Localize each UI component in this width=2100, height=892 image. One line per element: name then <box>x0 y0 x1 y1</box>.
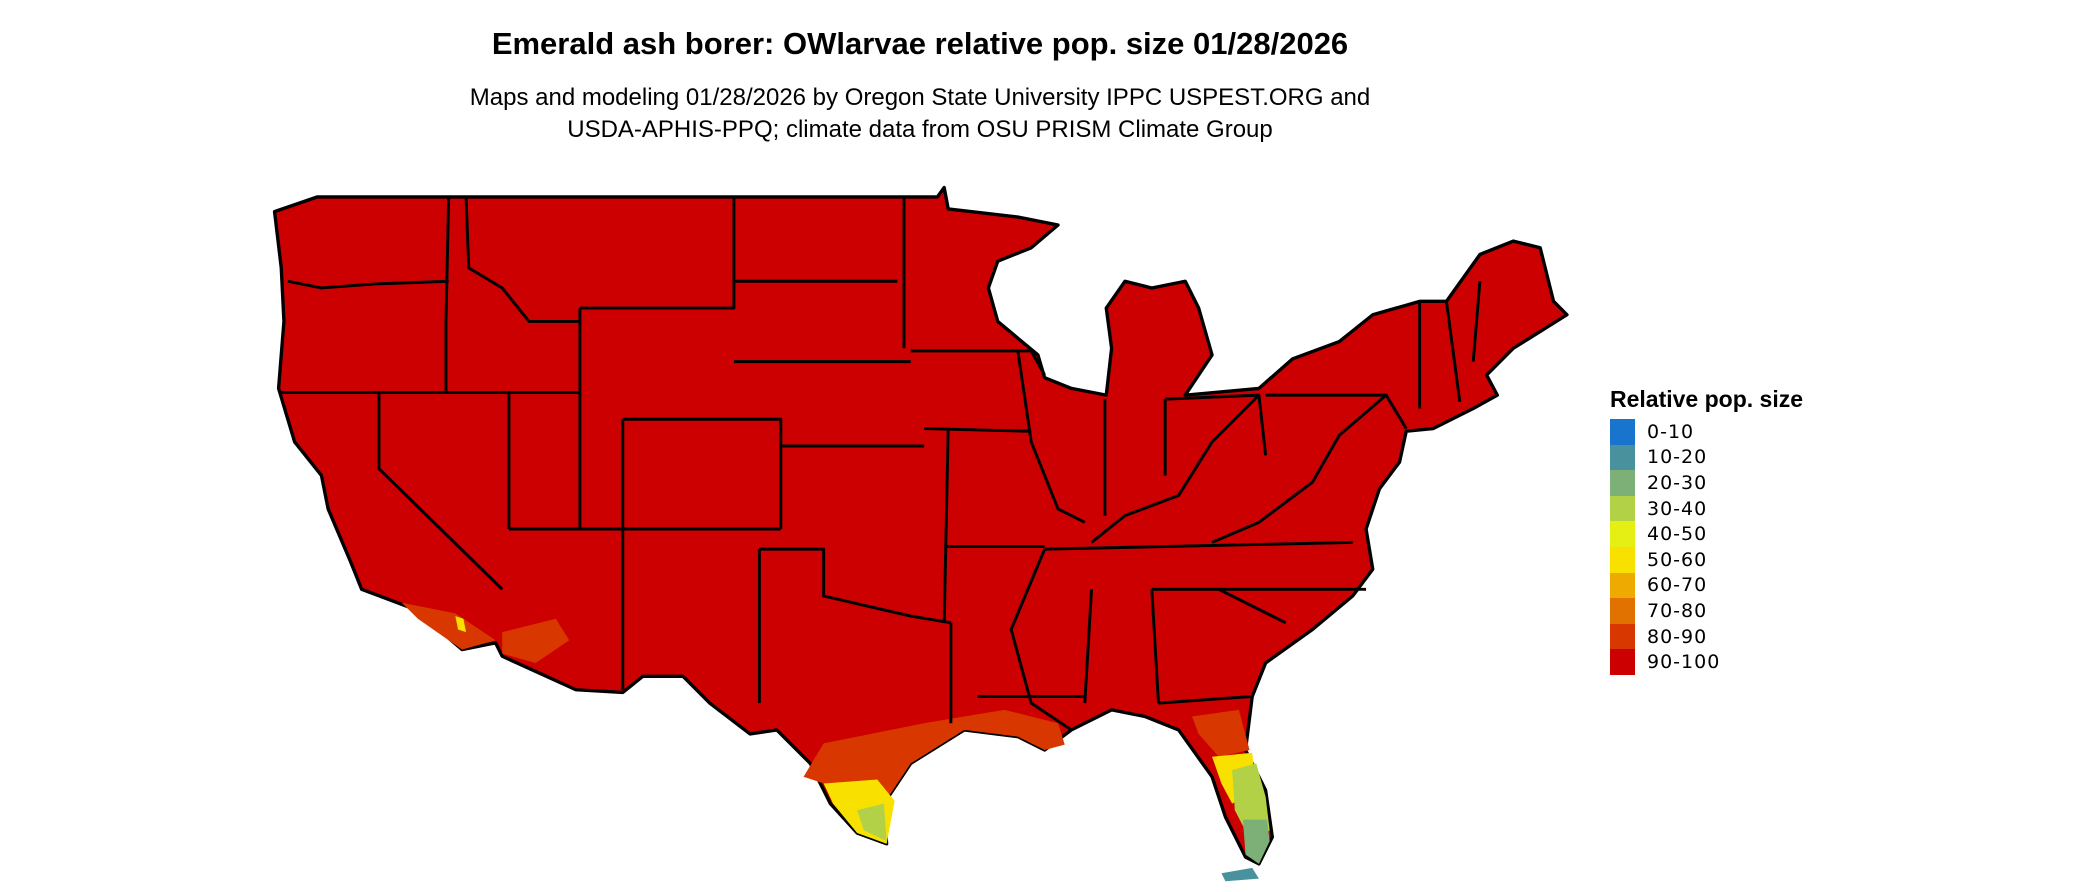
legend-item: 90-100 <box>1610 649 1803 675</box>
legend-label: 30-40 <box>1647 497 1708 520</box>
legend-label: 80-90 <box>1647 625 1708 648</box>
zone-50-60 <box>455 616 467 633</box>
state-border <box>377 392 504 591</box>
state-border <box>1090 394 1260 544</box>
conus-region-90-100 <box>272 185 1569 866</box>
state-border <box>1016 350 1086 524</box>
legend-swatch <box>1610 649 1635 675</box>
legend-label: 70-80 <box>1647 599 1708 622</box>
legend-label: 0-10 <box>1647 420 1695 443</box>
legend: Relative pop. size 0-10 10-20 20-30 30-40 40… <box>1610 386 1803 675</box>
state-border <box>1471 281 1482 362</box>
legend-label: 40-50 <box>1647 523 1708 546</box>
state-border <box>1150 589 1160 704</box>
legend-label: 20-30 <box>1647 471 1708 494</box>
zone-30-40 <box>857 803 887 842</box>
legend-label: 60-70 <box>1647 574 1708 597</box>
state-border <box>1211 393 1388 544</box>
legend-item: 50-60 <box>1610 546 1803 573</box>
legend-item: 20-30 <box>1610 470 1803 496</box>
state-border <box>924 427 1032 433</box>
legend-item: 60-70 <box>1610 572 1803 599</box>
legend-swatch <box>1610 572 1635 599</box>
state-border <box>942 428 950 623</box>
legend-label: 10-20 <box>1647 446 1708 469</box>
legend-label: 50-60 <box>1647 548 1708 571</box>
state-border <box>464 196 580 323</box>
lower-pop-zones <box>401 602 1270 882</box>
map-subtitle-line-1: Maps and modeling 01/28/2026 by Oregon S… <box>469 84 1371 111</box>
state-border <box>622 417 783 530</box>
map-title: Emerald ash borer: OWlarvae relative pop… <box>491 26 1349 61</box>
legend-swatch <box>1610 546 1635 573</box>
map-subtitle-line-2: USDA-APHIS-PPQ; climate data from OSU PR… <box>567 116 1273 143</box>
state-border <box>1444 301 1462 402</box>
legend-item: 30-40 <box>1610 495 1803 522</box>
legend-swatch <box>1610 444 1635 471</box>
state-borders <box>281 196 1482 732</box>
zone-80-90 <box>401 602 496 650</box>
legend-swatch <box>1610 521 1635 547</box>
legend-swatch <box>1610 495 1635 522</box>
state-border <box>1009 548 1073 732</box>
state-border <box>1158 694 1253 705</box>
state-border <box>759 547 952 625</box>
legend-swatch <box>1610 419 1635 445</box>
legend-item: 70-80 <box>1610 598 1803 624</box>
legend-label: 90-100 <box>1647 651 1721 674</box>
state-border <box>1083 589 1093 704</box>
legend-item: 80-90 <box>1610 623 1803 650</box>
state-border <box>287 279 449 290</box>
legend-item: 10-20 <box>1610 444 1803 471</box>
legend-swatch <box>1610 623 1635 650</box>
state-border <box>444 196 451 393</box>
zone-20-30 <box>1242 819 1270 864</box>
legend-title: Relative pop. size <box>1610 386 1804 412</box>
legend-item: 0-10 <box>1610 419 1803 445</box>
legend-swatch <box>1610 598 1635 624</box>
zone-80-90 <box>1191 709 1250 757</box>
legend-item: 40-50 <box>1610 521 1803 547</box>
zone-80-90 <box>502 618 570 663</box>
zone-10-20 <box>1221 867 1259 882</box>
legend-swatch <box>1610 470 1635 496</box>
state-border <box>910 349 1046 376</box>
state-border <box>579 196 736 310</box>
state-border <box>1044 540 1353 551</box>
